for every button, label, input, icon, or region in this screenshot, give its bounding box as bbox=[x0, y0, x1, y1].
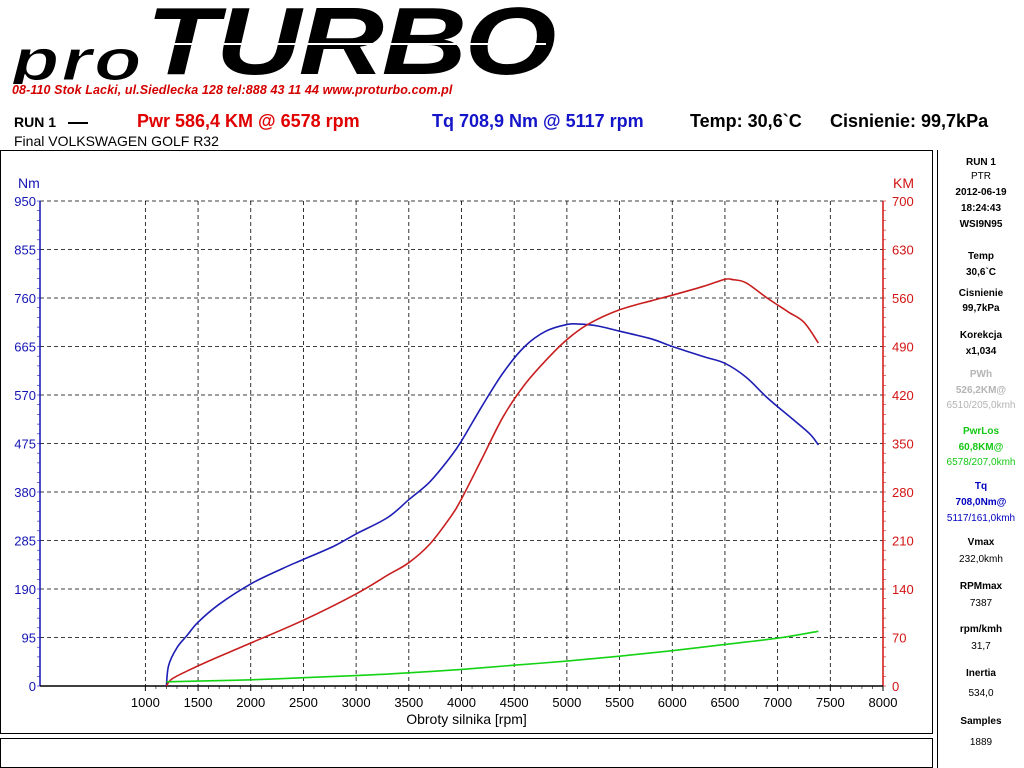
run-info-panel: RUN 1 PTR 2012-06-19 18:24:43 WSI9N95 Te… bbox=[937, 150, 1024, 768]
panel-vmax-value: 232,0kmh bbox=[959, 554, 1003, 565]
panel-temp-label: Temp bbox=[968, 251, 994, 262]
pressure-readout: Cisnienie: 99,7kPa bbox=[830, 111, 989, 131]
panel-samples-value: 1889 bbox=[969, 737, 993, 748]
panel-tq-label: Tq bbox=[974, 481, 988, 492]
vehicle-name: Final VOLKSWAGEN GOLF R32 bbox=[14, 133, 219, 149]
x-tick-label: 4500 bbox=[500, 695, 529, 710]
x-tick-label: 2000 bbox=[236, 695, 265, 710]
y-left-tick-label: 665 bbox=[14, 340, 36, 355]
panel-pressure-value: 99,7kPa bbox=[962, 303, 1000, 314]
x-tick-label: 2500 bbox=[289, 695, 318, 710]
panel-rpmmax-value: 7387 bbox=[969, 598, 993, 609]
y-right-tick-label: 70 bbox=[892, 631, 906, 646]
x-tick-label: 6000 bbox=[658, 695, 687, 710]
y-right-tick-label: 700 bbox=[892, 194, 914, 209]
y-left-tick-label: 760 bbox=[14, 291, 36, 306]
x-tick-label: 6500 bbox=[710, 695, 739, 710]
x-tick-label: 5500 bbox=[605, 695, 634, 710]
y-left-tick-label: 570 bbox=[14, 388, 36, 403]
x-axis-label: Obroty silnika [rpm] bbox=[406, 711, 527, 727]
y-left-tick-label: 285 bbox=[14, 534, 36, 549]
panel-pwh-value: 526,2KM@ bbox=[955, 385, 1007, 396]
dyno-chart: 1000 1500 2000 2500 3000 3500 4000 4500 5000 5500… bbox=[14, 175, 914, 727]
panel-code: PTR bbox=[971, 171, 991, 182]
y-right-tick-label: 490 bbox=[892, 340, 914, 355]
panel-pressure-label: Cisnienie bbox=[958, 288, 1004, 299]
x-tick-label: 8000 bbox=[869, 695, 898, 710]
y-right-tick-label: 0 bbox=[892, 679, 899, 694]
torque-curve bbox=[165, 322, 820, 687]
loss-curve bbox=[166, 630, 819, 683]
footer-box bbox=[0, 738, 933, 768]
y-left-tick-label: 475 bbox=[14, 437, 36, 452]
panel-temp-value: 30,6`C bbox=[965, 267, 996, 278]
proturbo-logo: pro TURBO bbox=[9, 2, 558, 84]
y-left-axis-label: Nm bbox=[18, 175, 40, 191]
y-right-axis-label: KM bbox=[893, 175, 914, 191]
y-left-tick-label: 380 bbox=[14, 485, 36, 500]
panel-inertia-label: Inertia bbox=[965, 668, 996, 679]
y-right-tick-label: 140 bbox=[892, 582, 914, 597]
run-legend-line bbox=[68, 122, 88, 124]
x-tick-label: 1500 bbox=[184, 695, 213, 710]
x-tick-label: 3500 bbox=[394, 695, 423, 710]
panel-pwrlos-label: PwrLos bbox=[962, 426, 1000, 437]
x-tick-label: 7500 bbox=[816, 695, 845, 710]
run-label: RUN 1 bbox=[14, 114, 57, 130]
y-left-tick-label: 950 bbox=[14, 194, 36, 209]
chart-frame bbox=[0, 150, 933, 734]
y-right-tick-label: 350 bbox=[892, 437, 914, 452]
x-tick-label: 1000 bbox=[131, 695, 160, 710]
temperature-readout: Temp: 30,6`C bbox=[690, 111, 802, 131]
y-left-tick-label: 0 bbox=[29, 679, 36, 694]
y-right-tick-label: 420 bbox=[892, 388, 914, 403]
panel-samples-label: Samples bbox=[960, 716, 1002, 727]
y-right-tick-label: 630 bbox=[892, 243, 914, 258]
panel-tq-value: 708,0Nm@ bbox=[955, 497, 1007, 508]
y-right-tick-label: 280 bbox=[892, 485, 914, 500]
y-left-tick-label: 95 bbox=[22, 631, 36, 646]
panel-pwrlos-detail: 6578/207,0kmh bbox=[946, 457, 1016, 468]
panel-vmax-label: Vmax bbox=[967, 537, 995, 548]
y-right-tick-label: 210 bbox=[892, 534, 914, 549]
x-tick-label: 3000 bbox=[342, 695, 371, 710]
panel-pwrlos-value: 60,8KM@ bbox=[958, 442, 1004, 453]
panel-pwh-label: PWh bbox=[969, 369, 993, 380]
panel-rpmmax-label: RPMmax bbox=[959, 581, 1003, 592]
x-tick-label: 4000 bbox=[447, 695, 476, 710]
panel-correction-label: Korekcja bbox=[959, 330, 1003, 341]
panel-date: 2012-06-19 bbox=[955, 187, 1007, 198]
panel-rpmkmh-label: rpm/kmh bbox=[959, 624, 1003, 635]
svg-text:pro: pro bbox=[9, 28, 144, 84]
panel-rpmkmh-value: 31,7 bbox=[971, 641, 991, 652]
panel-run: RUN 1 bbox=[965, 157, 996, 168]
y-left-tick-label: 190 bbox=[14, 582, 36, 597]
contact-info: 08-110 Stok Lacki, ul.Siedlecka 128 tel:… bbox=[12, 83, 453, 97]
power-summary: Pwr 586,4 KM @ 6578 rpm bbox=[137, 111, 360, 131]
panel-correction-value: x1,034 bbox=[965, 346, 997, 357]
y-right-tick-label: 560 bbox=[892, 291, 914, 306]
panel-pwh-detail: 6510/205,0kmh bbox=[946, 400, 1016, 411]
power-curve bbox=[165, 277, 820, 687]
panel-tq-detail: 5117/161,0kmh bbox=[946, 513, 1016, 524]
panel-inertia-value: 534,0 bbox=[968, 688, 994, 699]
panel-time: 18:24:43 bbox=[960, 203, 1002, 214]
torque-summary: Tq 708,9 Nm @ 5117 rpm bbox=[432, 111, 644, 131]
x-tick-label: 7000 bbox=[763, 695, 792, 710]
panel-id: WSI9N95 bbox=[959, 219, 1003, 230]
y-left-tick-label: 855 bbox=[14, 243, 36, 258]
x-tick-label: 5000 bbox=[552, 695, 581, 710]
